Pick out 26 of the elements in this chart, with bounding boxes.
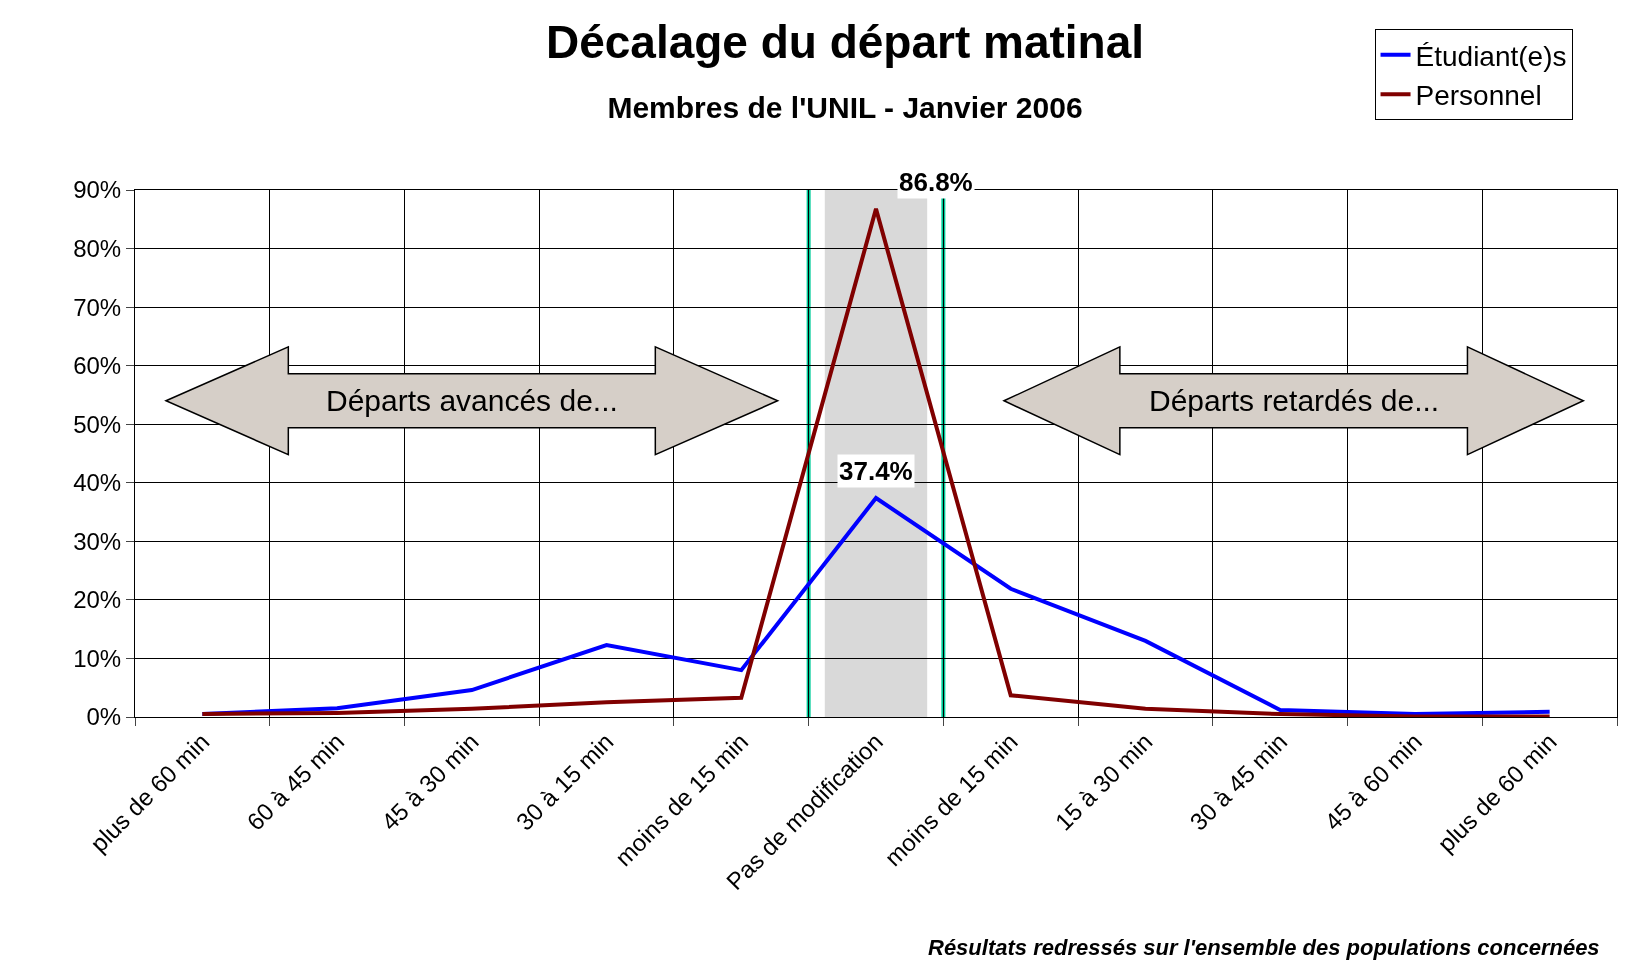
x-tick-label: 30 à 45 min	[1184, 727, 1293, 836]
x-tick-label: 15 à 30 min	[1049, 727, 1158, 836]
data-label: 37.4%	[839, 456, 913, 486]
chart-title: Décalage du départ matinal	[545, 16, 1145, 69]
annotation: Départs retardés de...	[1149, 384, 1440, 417]
data-label: 86.8%	[899, 167, 973, 197]
y-tick-label: 60%	[73, 352, 122, 380]
y-tick-label: 0%	[86, 703, 122, 731]
x-tick-label: 45 à 60 min	[1319, 727, 1427, 836]
y-tick-label: 80%	[73, 234, 122, 262]
legend-label: Personnel	[1415, 80, 1542, 112]
y-tick-label: 20%	[73, 586, 122, 614]
legend-label: Étudiant(e)s	[1415, 40, 1567, 72]
line-series	[200, 206, 1552, 717]
chart-subtitle: Membres de l'UNIL - Janvier 2006	[607, 91, 1083, 125]
x-tick-label: 45 à 30 min	[376, 727, 484, 836]
text: Résultats redressés sur l'ensemble des populations concernées	[928, 935, 1600, 960]
y-tick-label: 40%	[73, 469, 122, 497]
y-tick-label: 70%	[73, 293, 122, 321]
y-tick-label: 90%	[73, 176, 122, 204]
annotation: Départs avancés de...	[326, 384, 618, 417]
x-tick-label: 60 à 45 min	[241, 727, 350, 836]
y-tick-label: 30%	[73, 527, 122, 555]
y-tick-label: 10%	[73, 644, 122, 672]
y-tick-label: 50%	[73, 410, 122, 438]
x-tick-label: 30 à 15 min	[510, 727, 619, 836]
